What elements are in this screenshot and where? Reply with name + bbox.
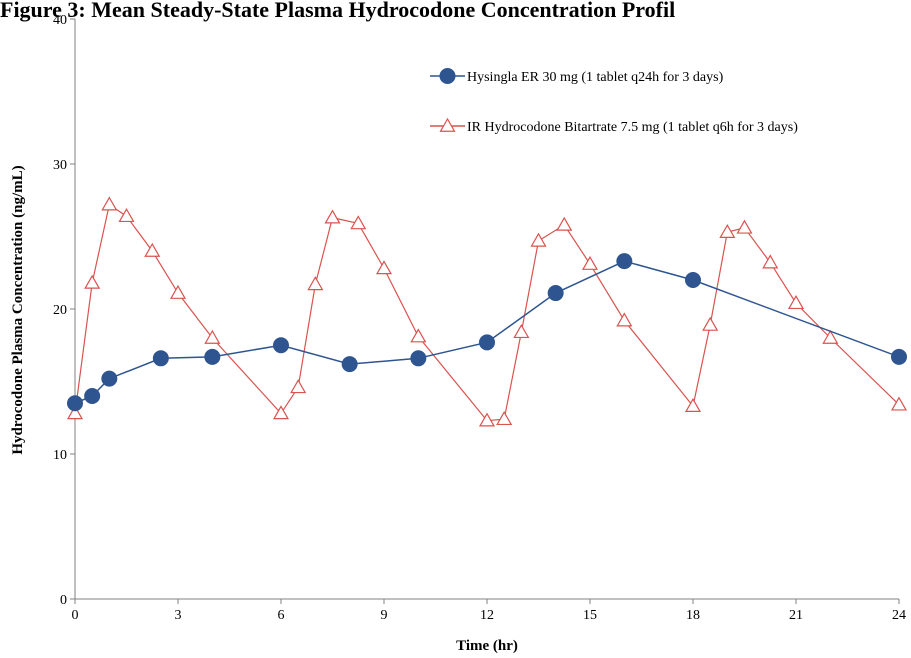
x-tick-label: 21	[789, 608, 803, 623]
y-tick-label: 40	[53, 13, 67, 28]
legend-label: Hysingla ER 30 mg (1 tablet q24h for 3 d…	[467, 70, 724, 85]
x-axis-title: Time (hr)	[456, 638, 518, 654]
x-tick-label: 12	[480, 608, 494, 623]
data-point	[702, 316, 719, 331]
legend-entry: Hysingla ER 30 mg (1 tablet q24h for 3 d…	[430, 68, 724, 85]
legend-entry: IR Hydrocodone Bitartrate 7.5 mg (1 tabl…	[430, 117, 798, 135]
data-point	[439, 117, 456, 132]
data-point	[581, 255, 599, 270]
x-tick-label: 15	[583, 608, 597, 623]
data-point	[84, 388, 101, 404]
data-point	[375, 260, 393, 275]
data-point	[410, 328, 427, 343]
chart-title: Figure 3: Mean Steady-State Plasma Hydro…	[0, 0, 675, 22]
data-point	[478, 412, 496, 427]
data-point	[84, 274, 101, 289]
y-tick-label: 10	[53, 448, 67, 463]
data-point	[556, 216, 573, 231]
series-triangle	[66, 196, 908, 427]
x-tick-label: 9	[381, 608, 388, 623]
legend: Hysingla ER 30 mg (1 tablet q24h for 3 d…	[430, 68, 798, 135]
data-point	[762, 254, 779, 269]
x-tick-label: 6	[278, 608, 285, 623]
data-point	[273, 337, 289, 354]
legend-label: IR Hydrocodone Bitartrate 7.5 mg (1 tabl…	[467, 120, 798, 135]
data-point	[410, 350, 427, 367]
data-point	[513, 323, 530, 339]
data-point	[787, 294, 805, 310]
data-point	[307, 276, 324, 291]
data-point	[67, 395, 83, 412]
data-point	[144, 242, 161, 257]
data-point	[290, 379, 307, 394]
data-point	[736, 219, 753, 234]
data-point	[341, 356, 358, 373]
x-tick-label: 24	[892, 608, 906, 623]
data-point	[272, 405, 290, 420]
series-layer	[66, 196, 908, 427]
data-point	[66, 405, 84, 420]
x-tick-label: 18	[686, 608, 700, 623]
data-point	[350, 215, 367, 230]
data-point	[890, 396, 908, 411]
data-point	[101, 196, 118, 211]
data-point	[324, 209, 341, 224]
y-tick-label: 0	[60, 593, 67, 608]
data-point	[204, 348, 221, 365]
x-tick-label: 3	[175, 608, 182, 623]
data-point	[204, 329, 221, 344]
data-point	[152, 350, 169, 367]
x-tick-label: 0	[72, 608, 79, 623]
data-point	[684, 397, 702, 412]
y-tick-label: 20	[53, 303, 67, 318]
data-point	[891, 348, 907, 365]
data-point	[530, 232, 547, 247]
data-point	[479, 334, 495, 351]
data-point	[439, 68, 456, 84]
series-line	[74, 203, 900, 422]
y-axis-ticks: 0 10 20 30 40	[53, 13, 75, 608]
data-point	[496, 410, 513, 426]
data-point	[616, 253, 633, 270]
series-circle	[67, 253, 907, 412]
data-point	[616, 312, 633, 327]
data-point	[685, 272, 701, 288]
series-line	[74, 260, 900, 404]
axes	[74, 19, 899, 600]
data-point	[101, 370, 118, 387]
y-tick-label: 30	[53, 158, 67, 173]
data-point	[547, 285, 564, 302]
data-point	[822, 329, 839, 344]
x-axis-ticks: 0 3 6 9 12 15 18 21 24	[72, 599, 906, 623]
data-point	[118, 207, 135, 223]
y-axis-title: Hydrocodone Plasma Concentration (ng/mL)	[10, 165, 26, 454]
data-point	[169, 284, 187, 299]
data-point	[719, 223, 736, 238]
